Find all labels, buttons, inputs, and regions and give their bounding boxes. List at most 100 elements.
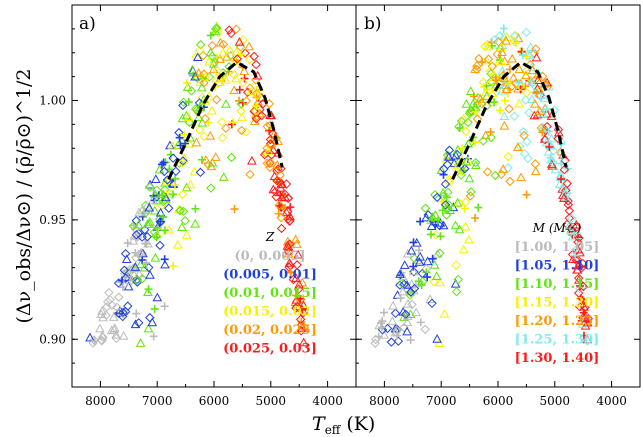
data-point-433 <box>501 84 512 94</box>
data-point-331 <box>295 314 306 325</box>
data-point-363 <box>207 40 217 51</box>
data-point-352 <box>210 152 221 161</box>
legend-entry: (0.02, 0.025] <box>223 323 317 338</box>
data-point-308 <box>478 77 489 88</box>
data-point-284 <box>276 223 287 234</box>
data-point-213 <box>95 323 105 333</box>
data-point-137 <box>458 244 469 254</box>
data-point-165 <box>421 212 432 222</box>
data-point-224 <box>159 158 168 167</box>
data-point-286 <box>530 166 541 176</box>
data-point-457 <box>215 37 226 47</box>
data-point-386 <box>190 104 201 114</box>
data-point-456 <box>420 324 430 334</box>
data-point-307 <box>144 219 155 228</box>
data-point-51 <box>408 266 419 276</box>
data-point-451 <box>512 142 523 152</box>
panel-b: 8000 7000 6000 5000 4000 b) M (M☉) [1.00, 1.0… <box>355 4 641 408</box>
data-point-85 <box>387 316 398 325</box>
data-point-397 <box>501 35 511 45</box>
data-point-217 <box>138 255 147 264</box>
data-point-152 <box>438 220 449 230</box>
data-point-221 <box>164 203 174 213</box>
data-point-406 <box>284 247 294 257</box>
data-point-468 <box>461 156 472 166</box>
data-point-272 <box>128 235 139 245</box>
data-point-349 <box>556 137 566 147</box>
data-point-383 <box>582 317 591 326</box>
data-point-202 <box>546 154 556 164</box>
legend-entry: [1.10, 1.15] <box>515 277 600 292</box>
data-point-312 <box>266 150 277 160</box>
data-point-309 <box>168 153 178 163</box>
data-point-413 <box>230 73 241 83</box>
data-point-56 <box>390 323 401 333</box>
data-point-248 <box>214 77 225 86</box>
data-point-403 <box>496 42 507 52</box>
data-point-277 <box>452 144 463 154</box>
data-point-93 <box>108 312 119 321</box>
data-point-290 <box>519 130 529 141</box>
data-point-346 <box>229 118 238 127</box>
data-point-307 <box>561 192 571 202</box>
data-point-422 <box>533 75 543 84</box>
panel-a-legend: Z (0, 0.005] (0.005, 0.01] (0.01, 0.015] (0.… <box>223 230 317 357</box>
data-point-271 <box>212 66 223 76</box>
data-point-224 <box>542 121 552 132</box>
data-point-31 <box>481 55 492 65</box>
data-point-94 <box>434 338 445 347</box>
data-point-463 <box>576 281 585 290</box>
data-point-464 <box>280 189 290 199</box>
x-tick-label: 5000 <box>540 394 571 408</box>
data-point-431 <box>523 153 533 164</box>
y-tick-label: 1.00 <box>39 94 66 108</box>
data-point-434 <box>290 234 301 244</box>
data-point-157 <box>160 194 171 204</box>
data-point-93 <box>438 187 449 197</box>
data-point-135 <box>451 260 461 271</box>
data-point-423 <box>582 336 593 346</box>
data-point-452 <box>226 28 236 39</box>
data-point-467 <box>526 76 537 86</box>
data-point-415 <box>426 221 437 231</box>
data-point-257 <box>524 108 534 118</box>
data-point-152 <box>237 112 247 122</box>
data-point-442 <box>497 47 507 56</box>
data-point-421 <box>265 158 276 168</box>
data-point-163 <box>416 318 425 327</box>
data-point-395 <box>134 207 144 217</box>
legend-entry: [1.00, 1.05] <box>515 240 600 255</box>
data-point-337 <box>97 306 107 315</box>
data-point-234 <box>443 187 453 198</box>
data-point-55 <box>238 98 247 107</box>
data-point-180 <box>288 274 299 285</box>
data-point-231 <box>292 260 302 270</box>
data-point-112 <box>215 54 225 63</box>
data-point-402 <box>283 206 293 217</box>
data-point-388 <box>244 41 254 51</box>
x-tick-label: 8000 <box>85 394 116 408</box>
data-point-192 <box>147 317 158 327</box>
data-point-366 <box>559 164 570 175</box>
data-point-133 <box>395 280 405 290</box>
data-point-81 <box>503 151 513 162</box>
data-point-458 <box>276 191 285 200</box>
data-point-226 <box>194 98 205 108</box>
data-point-291 <box>482 101 492 111</box>
data-point-321 <box>97 330 108 340</box>
data-point-367 <box>515 81 525 91</box>
data-point-391 <box>265 134 276 145</box>
data-point-261 <box>386 337 397 347</box>
data-point-420 <box>291 239 302 248</box>
legend-entry: (0, 0.005] <box>234 249 305 264</box>
data-point-275 <box>246 86 257 96</box>
data-point-453 <box>144 202 155 212</box>
panel-a-ticks: 8000 7000 6000 5000 4000 0.90 0.95 1.00 <box>39 5 357 408</box>
data-point-334 <box>144 182 155 192</box>
data-point-228 <box>133 219 144 229</box>
data-point-435 <box>249 51 259 62</box>
data-point-315 <box>121 273 131 283</box>
data-point-41 <box>529 110 540 120</box>
data-point-282 <box>265 162 275 173</box>
data-point-362 <box>129 230 140 240</box>
